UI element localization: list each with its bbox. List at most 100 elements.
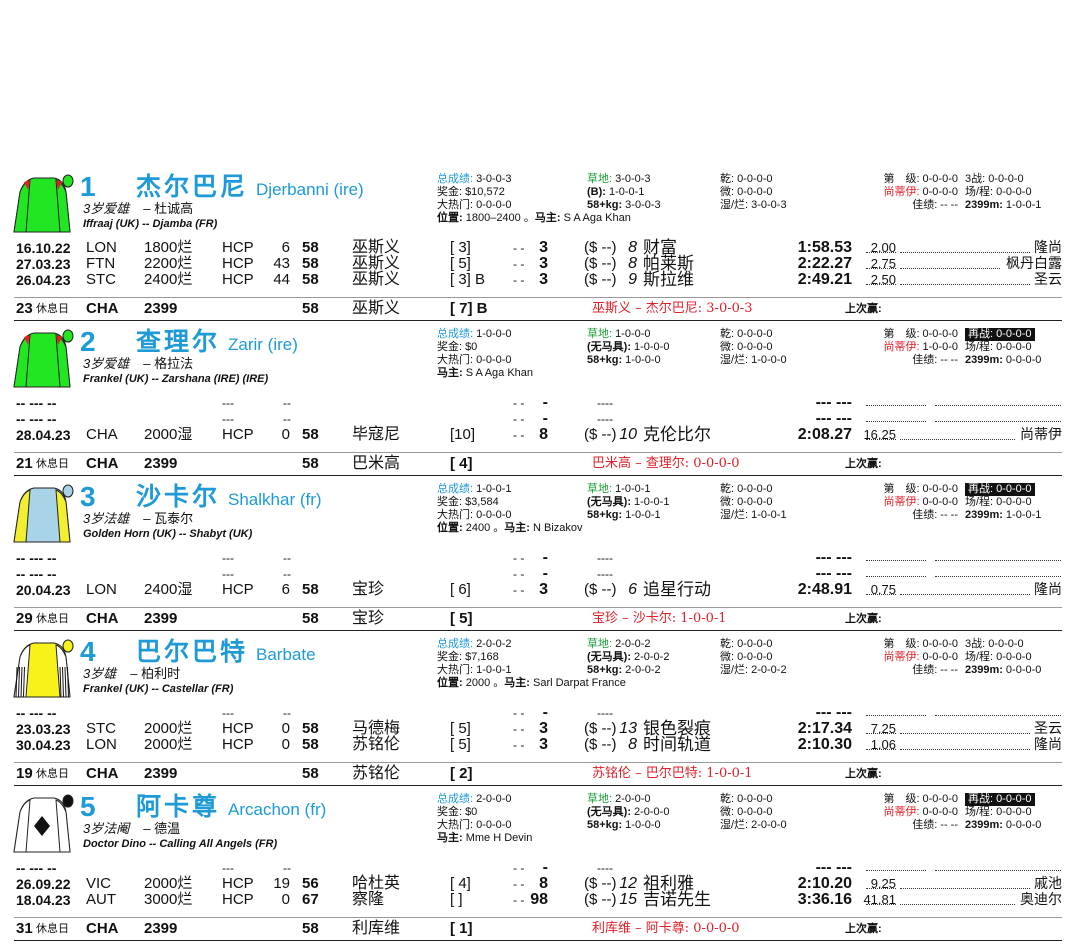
run-field: 12 xyxy=(619,875,637,892)
run-time: 2:48.91 xyxy=(797,581,852,598)
stat-label: 湿/烂: xyxy=(720,664,749,676)
run-distance: 2000烂 xyxy=(144,875,193,892)
run-rating: -- xyxy=(283,567,291,581)
run-time: --- --- xyxy=(815,394,852,411)
run-field: 8 xyxy=(628,239,637,256)
stat-value: 1-0-0-1 xyxy=(608,186,645,198)
stat-label: 3战: xyxy=(965,638,986,650)
rest-days: 19 xyxy=(16,765,33,782)
stat-value: 0-0-0-0 xyxy=(737,173,773,185)
stat-value: 0-0-0-0 xyxy=(988,173,1024,185)
pedigree: Golden Horn (UK) -- Shabyt (UK) xyxy=(83,528,253,540)
stat-value: 1-0-0-1 xyxy=(751,509,787,521)
last-win: 上次赢: xyxy=(845,613,882,625)
rule xyxy=(14,475,1062,476)
stat-value: 0-0-0-0 xyxy=(922,638,958,650)
run-weight: 67 xyxy=(302,891,319,908)
run-margin: - - xyxy=(513,551,525,565)
run-winner: ---- xyxy=(597,567,613,581)
run-distance: --- xyxy=(222,412,234,426)
run-place: - xyxy=(542,859,548,876)
stat-label: 奖金: xyxy=(437,341,463,353)
run-distance: 2000烂 xyxy=(144,720,193,737)
jockey-horse-record: 宝珍 – 沙卡尔: 1-0-0-1 xyxy=(592,611,727,626)
run-time: --- --- xyxy=(815,859,852,876)
stat-label: 大热门: xyxy=(437,199,474,211)
horse-number: 3 xyxy=(80,481,96,512)
rule xyxy=(14,452,1062,453)
stat-value: 1-0-0-0 xyxy=(634,341,670,353)
leader-dots xyxy=(866,733,896,734)
stat-line: 乾: 0-0-0-0 xyxy=(720,173,773,186)
jockey-horse-record: 苏铭伦 – 巴尔巴特: 1-0-0-1 xyxy=(592,766,753,781)
stat-label: 草地: xyxy=(587,638,613,650)
run-date: 27.03.23 xyxy=(16,256,71,272)
owner-line: 马主: Mme H Devin xyxy=(437,832,532,845)
stat-label: 场/程: xyxy=(965,651,994,663)
leader-dots xyxy=(900,268,1000,269)
footer-jockey: 宝珍 xyxy=(352,610,385,627)
run-margin: - - xyxy=(513,893,525,907)
stat-label: 草地: xyxy=(587,173,613,185)
run-distance: 2000烂 xyxy=(144,736,193,753)
run-margin: - - xyxy=(513,567,525,581)
footer-weight: 58 xyxy=(302,920,319,937)
rule xyxy=(14,607,1062,608)
stat-line: 尚蒂伊: 1-0-0-0 xyxy=(883,341,958,354)
stat-line: 58+kg: 2-0-0-2 xyxy=(587,664,661,677)
jockey-silk xyxy=(13,174,74,233)
stat-label: 再战: xyxy=(968,328,994,340)
leader-dots xyxy=(935,870,1061,871)
stat-label: 奖金: xyxy=(437,651,463,663)
rest-days: 21 xyxy=(16,455,33,472)
stat-line: 奖金: $3,584 xyxy=(437,496,499,509)
run-date: 26.04.23 xyxy=(16,272,71,288)
stat-label: 58+kg: xyxy=(587,664,623,676)
run-date: 23.03.23 xyxy=(16,721,71,737)
run-rating: 0 xyxy=(281,736,290,753)
run-rating: -- xyxy=(283,551,291,565)
run-draw: [ ] xyxy=(450,891,463,908)
last-win: 上次赢: xyxy=(845,768,882,780)
run-date: -- --- -- xyxy=(16,705,57,721)
rule xyxy=(14,630,1062,631)
run-odds: ($ --) xyxy=(584,239,617,256)
run-winner: 银色裂痕 xyxy=(643,719,711,738)
stat-label: 58+kg: xyxy=(587,199,623,211)
run-price: 9.25 xyxy=(870,876,896,891)
run-price: 16.25 xyxy=(863,427,896,442)
run-place: - xyxy=(542,394,548,411)
stat-value: 0-0-0-0 xyxy=(737,651,773,663)
rest-days: 29 xyxy=(16,610,33,627)
stat-value: 0-0-0-0 xyxy=(922,186,958,198)
run-draw: [ 6] xyxy=(450,581,471,598)
trainer: – 杜诚高 xyxy=(143,201,194,216)
name-en: Zarir (ire) xyxy=(228,335,298,354)
footer-jockey: 巴米高 xyxy=(352,455,401,472)
last-win: 上次赢: xyxy=(845,923,882,935)
stat-line: 尚蒂伊: 0-0-0-0 xyxy=(883,651,958,664)
footer-weight: 58 xyxy=(302,610,319,627)
run-date: -- --- -- xyxy=(16,860,57,876)
run-distance: 1800烂 xyxy=(144,239,193,256)
stat-value: 0-0-0-0 xyxy=(922,483,958,495)
stat-line: 奖金: $10,572 xyxy=(437,186,505,199)
run-price: 7.25 xyxy=(870,721,896,736)
owner-part: 马主: xyxy=(534,212,561,224)
stat-line: 第 级: 0-0-0-0 xyxy=(883,173,958,186)
stat-line: 奖金: $0 xyxy=(437,806,477,819)
age: 3岁爱雄 xyxy=(83,356,130,371)
stat-line: 场/程: 0-0-0-0 xyxy=(965,806,1032,819)
stat-line: 场/程: 0-0-0-0 xyxy=(965,186,1032,199)
stat-label: 乾: xyxy=(720,483,735,495)
stat-line: 草地: 2-0-0-0 xyxy=(587,793,651,806)
stat-label: 再战: xyxy=(968,793,994,805)
leader-dots xyxy=(866,268,896,269)
run-draw: [ 4] xyxy=(450,875,471,892)
run-place: 3 xyxy=(539,255,548,272)
age: 3岁雄 xyxy=(83,666,117,681)
run-date: 30.04.23 xyxy=(16,737,71,753)
stat-label: (无马具): xyxy=(587,651,631,663)
run-venue: 隆尚 xyxy=(1034,582,1062,598)
run-time: --- --- xyxy=(815,704,852,721)
